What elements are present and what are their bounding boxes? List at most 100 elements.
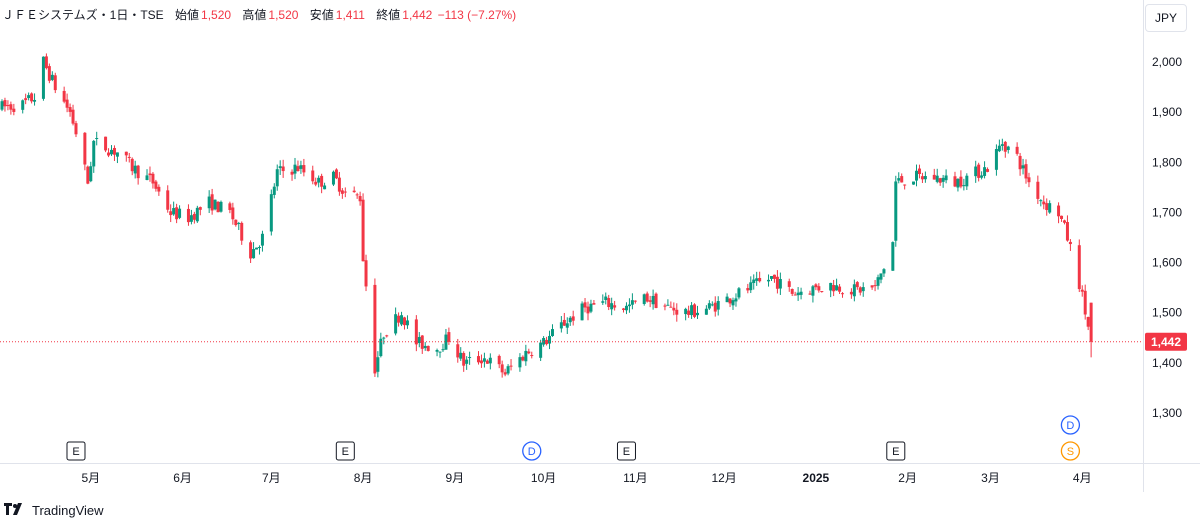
candle-body xyxy=(589,303,593,312)
candle xyxy=(1021,158,1025,175)
candle xyxy=(228,201,232,214)
candle-body xyxy=(752,279,756,284)
currency-button[interactable]: JPY xyxy=(1145,4,1187,32)
candle-body xyxy=(861,287,865,292)
candle-body xyxy=(89,166,93,182)
candle xyxy=(690,302,694,319)
candle xyxy=(524,344,528,366)
candle-body xyxy=(1057,205,1061,217)
candle xyxy=(414,315,418,352)
chart-canvas[interactable]: E E D E EDS 1,3001,4001,5001,6001,7001,8001,… xyxy=(0,0,1200,492)
candle xyxy=(358,191,362,206)
candle-body xyxy=(53,75,57,91)
candle xyxy=(589,299,593,314)
candle-body xyxy=(923,176,927,180)
candle-body xyxy=(986,169,990,172)
candle xyxy=(237,221,241,231)
dividend-event-marker[interactable]: D xyxy=(1060,415,1081,435)
candle-body xyxy=(358,196,362,202)
candle xyxy=(24,93,28,105)
x-tick-label: 3月 xyxy=(981,471,1000,485)
candle-body xyxy=(855,282,859,288)
open-value: 1,520 xyxy=(201,8,232,22)
candle-body xyxy=(213,199,217,210)
candle-body xyxy=(666,304,670,306)
candle-body xyxy=(690,305,694,316)
candle xyxy=(1065,215,1069,242)
candle-body xyxy=(166,190,170,210)
candle xyxy=(21,99,25,114)
candle-body xyxy=(385,335,389,337)
candle-body xyxy=(112,147,116,155)
candle xyxy=(666,299,670,306)
earnings-event-marker[interactable]: E xyxy=(886,441,906,461)
candle-body xyxy=(506,366,510,374)
candle-body xyxy=(710,304,714,306)
candle-body xyxy=(1036,181,1040,199)
candle-body xyxy=(571,316,575,321)
candle-body xyxy=(624,305,628,311)
candle xyxy=(115,152,119,164)
candle xyxy=(953,171,957,188)
earnings-event-marker[interactable]: E xyxy=(335,441,355,461)
candle xyxy=(568,316,572,326)
candle xyxy=(1068,239,1072,251)
candle-body xyxy=(787,281,791,287)
candle xyxy=(651,289,655,310)
candle-body xyxy=(71,109,75,124)
candle-body xyxy=(41,56,45,99)
y-tick-label: 1,900 xyxy=(1152,105,1182,119)
candle-body xyxy=(1021,165,1025,169)
candle xyxy=(583,298,587,313)
candle xyxy=(290,169,294,181)
candle xyxy=(151,172,155,189)
candle xyxy=(787,278,791,292)
candle xyxy=(255,247,259,250)
split-event-marker[interactable]: S xyxy=(1060,441,1081,461)
candle-body xyxy=(275,169,279,187)
candle xyxy=(601,294,605,305)
tradingview-wordmark: TradingView xyxy=(32,502,104,518)
earnings-event-marker[interactable]: E xyxy=(616,441,636,461)
candle xyxy=(30,92,34,104)
candle xyxy=(130,157,134,176)
x-tick-label: 11月 xyxy=(623,471,647,485)
candle-body xyxy=(240,222,244,241)
candle-body xyxy=(1015,146,1019,154)
candle-body xyxy=(994,148,998,170)
candle-body xyxy=(799,291,803,295)
candle-body xyxy=(104,136,108,151)
candle-body xyxy=(814,284,818,288)
candle xyxy=(506,364,510,376)
candle-body xyxy=(524,350,528,362)
candle-body xyxy=(65,99,69,108)
candle-body xyxy=(234,219,238,226)
branding[interactable]: TradingView xyxy=(4,500,104,520)
candle-body xyxy=(583,302,587,308)
candle xyxy=(198,206,202,216)
candle xyxy=(562,312,566,326)
candle xyxy=(550,324,554,337)
candle xyxy=(157,184,161,196)
dividend-event-marker[interactable]: D xyxy=(522,441,542,461)
candle xyxy=(50,71,54,82)
candle xyxy=(920,172,924,184)
candle xyxy=(944,169,948,184)
candle-body xyxy=(417,337,421,344)
candle-body xyxy=(953,176,957,187)
candle-body xyxy=(503,372,507,375)
candle xyxy=(320,173,324,194)
candle-body xyxy=(915,170,919,181)
candle-body xyxy=(441,349,445,351)
candle xyxy=(435,348,439,357)
earnings-event-marker[interactable]: E xyxy=(66,441,86,461)
candle-body xyxy=(695,312,699,316)
candle xyxy=(1015,142,1019,156)
candle xyxy=(731,297,735,310)
candle xyxy=(1027,172,1031,188)
candle-body xyxy=(672,307,676,311)
candle-body xyxy=(400,315,404,325)
candle xyxy=(832,279,836,297)
candle-body xyxy=(601,301,605,303)
